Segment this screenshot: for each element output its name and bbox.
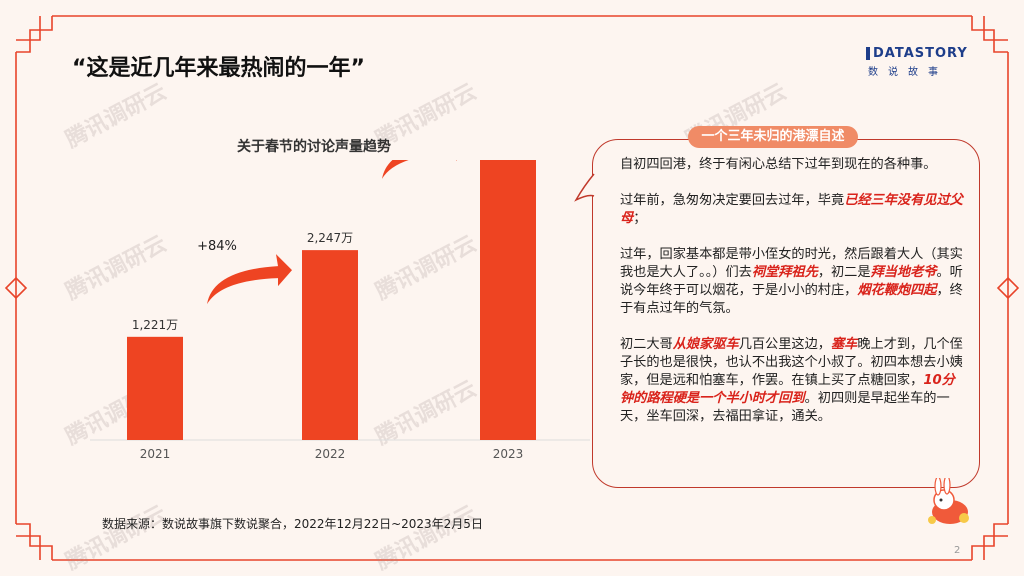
data-source-note: 数据来源：数说故事旗下数说聚合，2022年12月22日~2023年2月5日	[102, 517, 483, 531]
x-tick-label: 2023	[493, 447, 524, 461]
bar-2021	[127, 336, 183, 440]
bar-2022	[302, 250, 358, 440]
data-label: 1,221万	[132, 318, 178, 332]
logo-subtitle: 数说故事	[868, 67, 948, 78]
quote-bubble	[592, 139, 980, 488]
page-title: “这是近几年来最热闹的一年”	[72, 56, 365, 81]
watermark: 腾讯调研云	[61, 501, 171, 576]
bubble-paragraph: 初二大哥从娘家驱车几百公里这边，塞车晚上才到，几个侄子长的也是很快，也认不出我这…	[620, 336, 965, 426]
body-text: 过年，回家基本都是带小侄女的时光，然后跟着大人（其实我也是大人了。。）们去	[620, 247, 963, 280]
data-label: 2,247万	[307, 231, 353, 245]
highlight-text: 已经三年没有见过父母	[620, 193, 963, 226]
bubble-tag: 一个三年未归的港漂自述	[688, 126, 858, 148]
growth-arrow	[207, 254, 292, 305]
logo-mark-icon	[866, 47, 870, 60]
watermark: 腾讯调研云	[61, 79, 171, 154]
body-text: ；	[633, 211, 647, 226]
body-text: 过年前，急匆匆决定要回去过年，毕竟	[620, 193, 845, 208]
x-tick-label: 2021	[140, 447, 171, 461]
body-text: 自初四回港，终于有闲心总结下过年到现在的各种事。	[620, 157, 937, 172]
body-text: 。听说今年终于可以烟花，于是小小的村庄，	[620, 265, 963, 298]
bar-2023	[480, 160, 536, 440]
body-text: 晚上才到，几个侄子长的也是很快，也认不出我这个小叔了。初四本想去小姨家，但是远和…	[620, 337, 963, 388]
highlight-text: 祠堂拜祖先	[751, 265, 818, 280]
body-text: 几百公里这边，	[738, 337, 831, 352]
body-text: ，终于有点过年的气氛。	[620, 283, 963, 316]
logo-wordmark: DATASTORY	[873, 46, 968, 61]
bubble-paragraph: 过年，回家基本都是带小侄女的时光，然后跟着大人（其实我也是大人了。。）们去祠堂拜…	[620, 246, 965, 318]
highlight-text: 从娘家驱车	[672, 337, 739, 352]
highlight-text: 塞车	[831, 337, 858, 352]
bubble-text: 自初四回港，终于有闲心总结下过年到现在的各种事。 过年前，急匆匆决定要回去过年，毕…	[620, 156, 965, 444]
growth-arrow	[382, 160, 457, 179]
highlight-text: 10分钟的路程硬是一个半小时才回到	[620, 373, 955, 406]
highlight-text: 烟花鞭炮四起	[857, 283, 937, 298]
x-tick-label: 2022	[315, 447, 346, 461]
body-text: 。初四则是早起坐车的一天，坐车回深，去福田拿证，通关。	[620, 391, 950, 424]
body-text: ，初二是	[817, 265, 871, 280]
body-text: 初二大哥	[620, 337, 673, 352]
page-number: 2	[954, 545, 961, 556]
bubble-paragraph: 自初四回港，终于有闲心总结下过年到现在的各种事。	[620, 156, 965, 174]
highlight-text: 拜当地老爷	[870, 265, 937, 280]
chart-title: 关于春节的讨论声量趋势	[237, 139, 391, 155]
rabbit-mascot-icon	[928, 478, 969, 524]
growth-label: +84%	[197, 239, 237, 254]
bubble-tail	[574, 173, 595, 202]
watermark: 腾讯调研云	[371, 501, 481, 576]
bubble-paragraph: 过年前，急匆匆决定要回去过年，毕竟已经三年没有见过父母；	[620, 192, 965, 228]
brand-logo: DATASTORY 数说故事	[866, 46, 968, 78]
